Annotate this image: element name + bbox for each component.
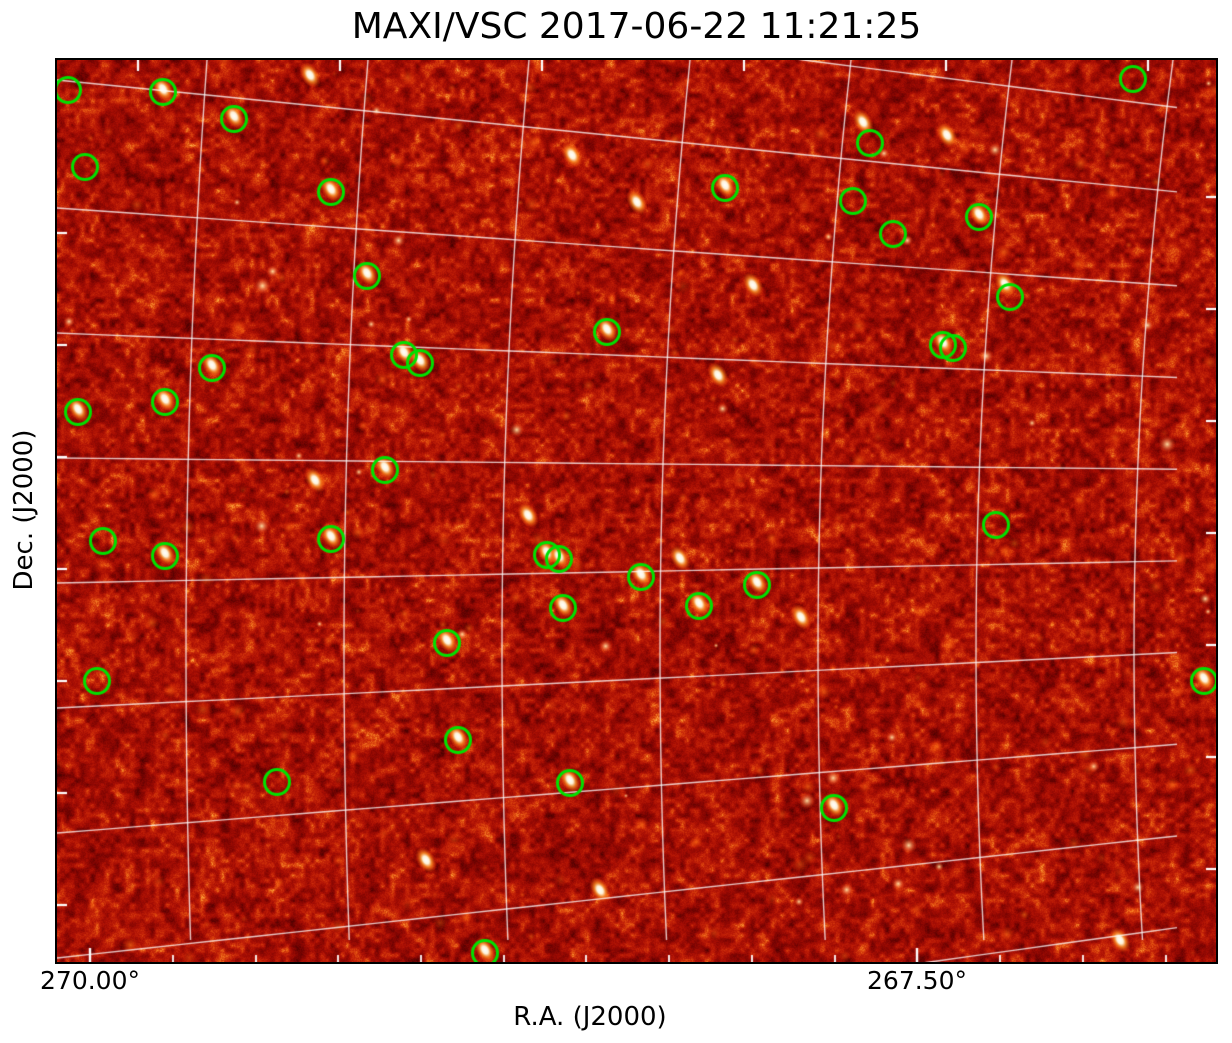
x-tick-label-267-50: 267.50° [867,966,967,995]
x-axis-label: R.A. (J2000) [513,1002,667,1032]
x-tick-label-270: 270.00° [40,966,140,995]
y-axis-label: Dec. (J2000) [9,429,39,591]
plot-title: MAXI/VSC 2017-06-22 11:21:25 [351,6,922,47]
sky-image-canvas [57,60,1216,962]
